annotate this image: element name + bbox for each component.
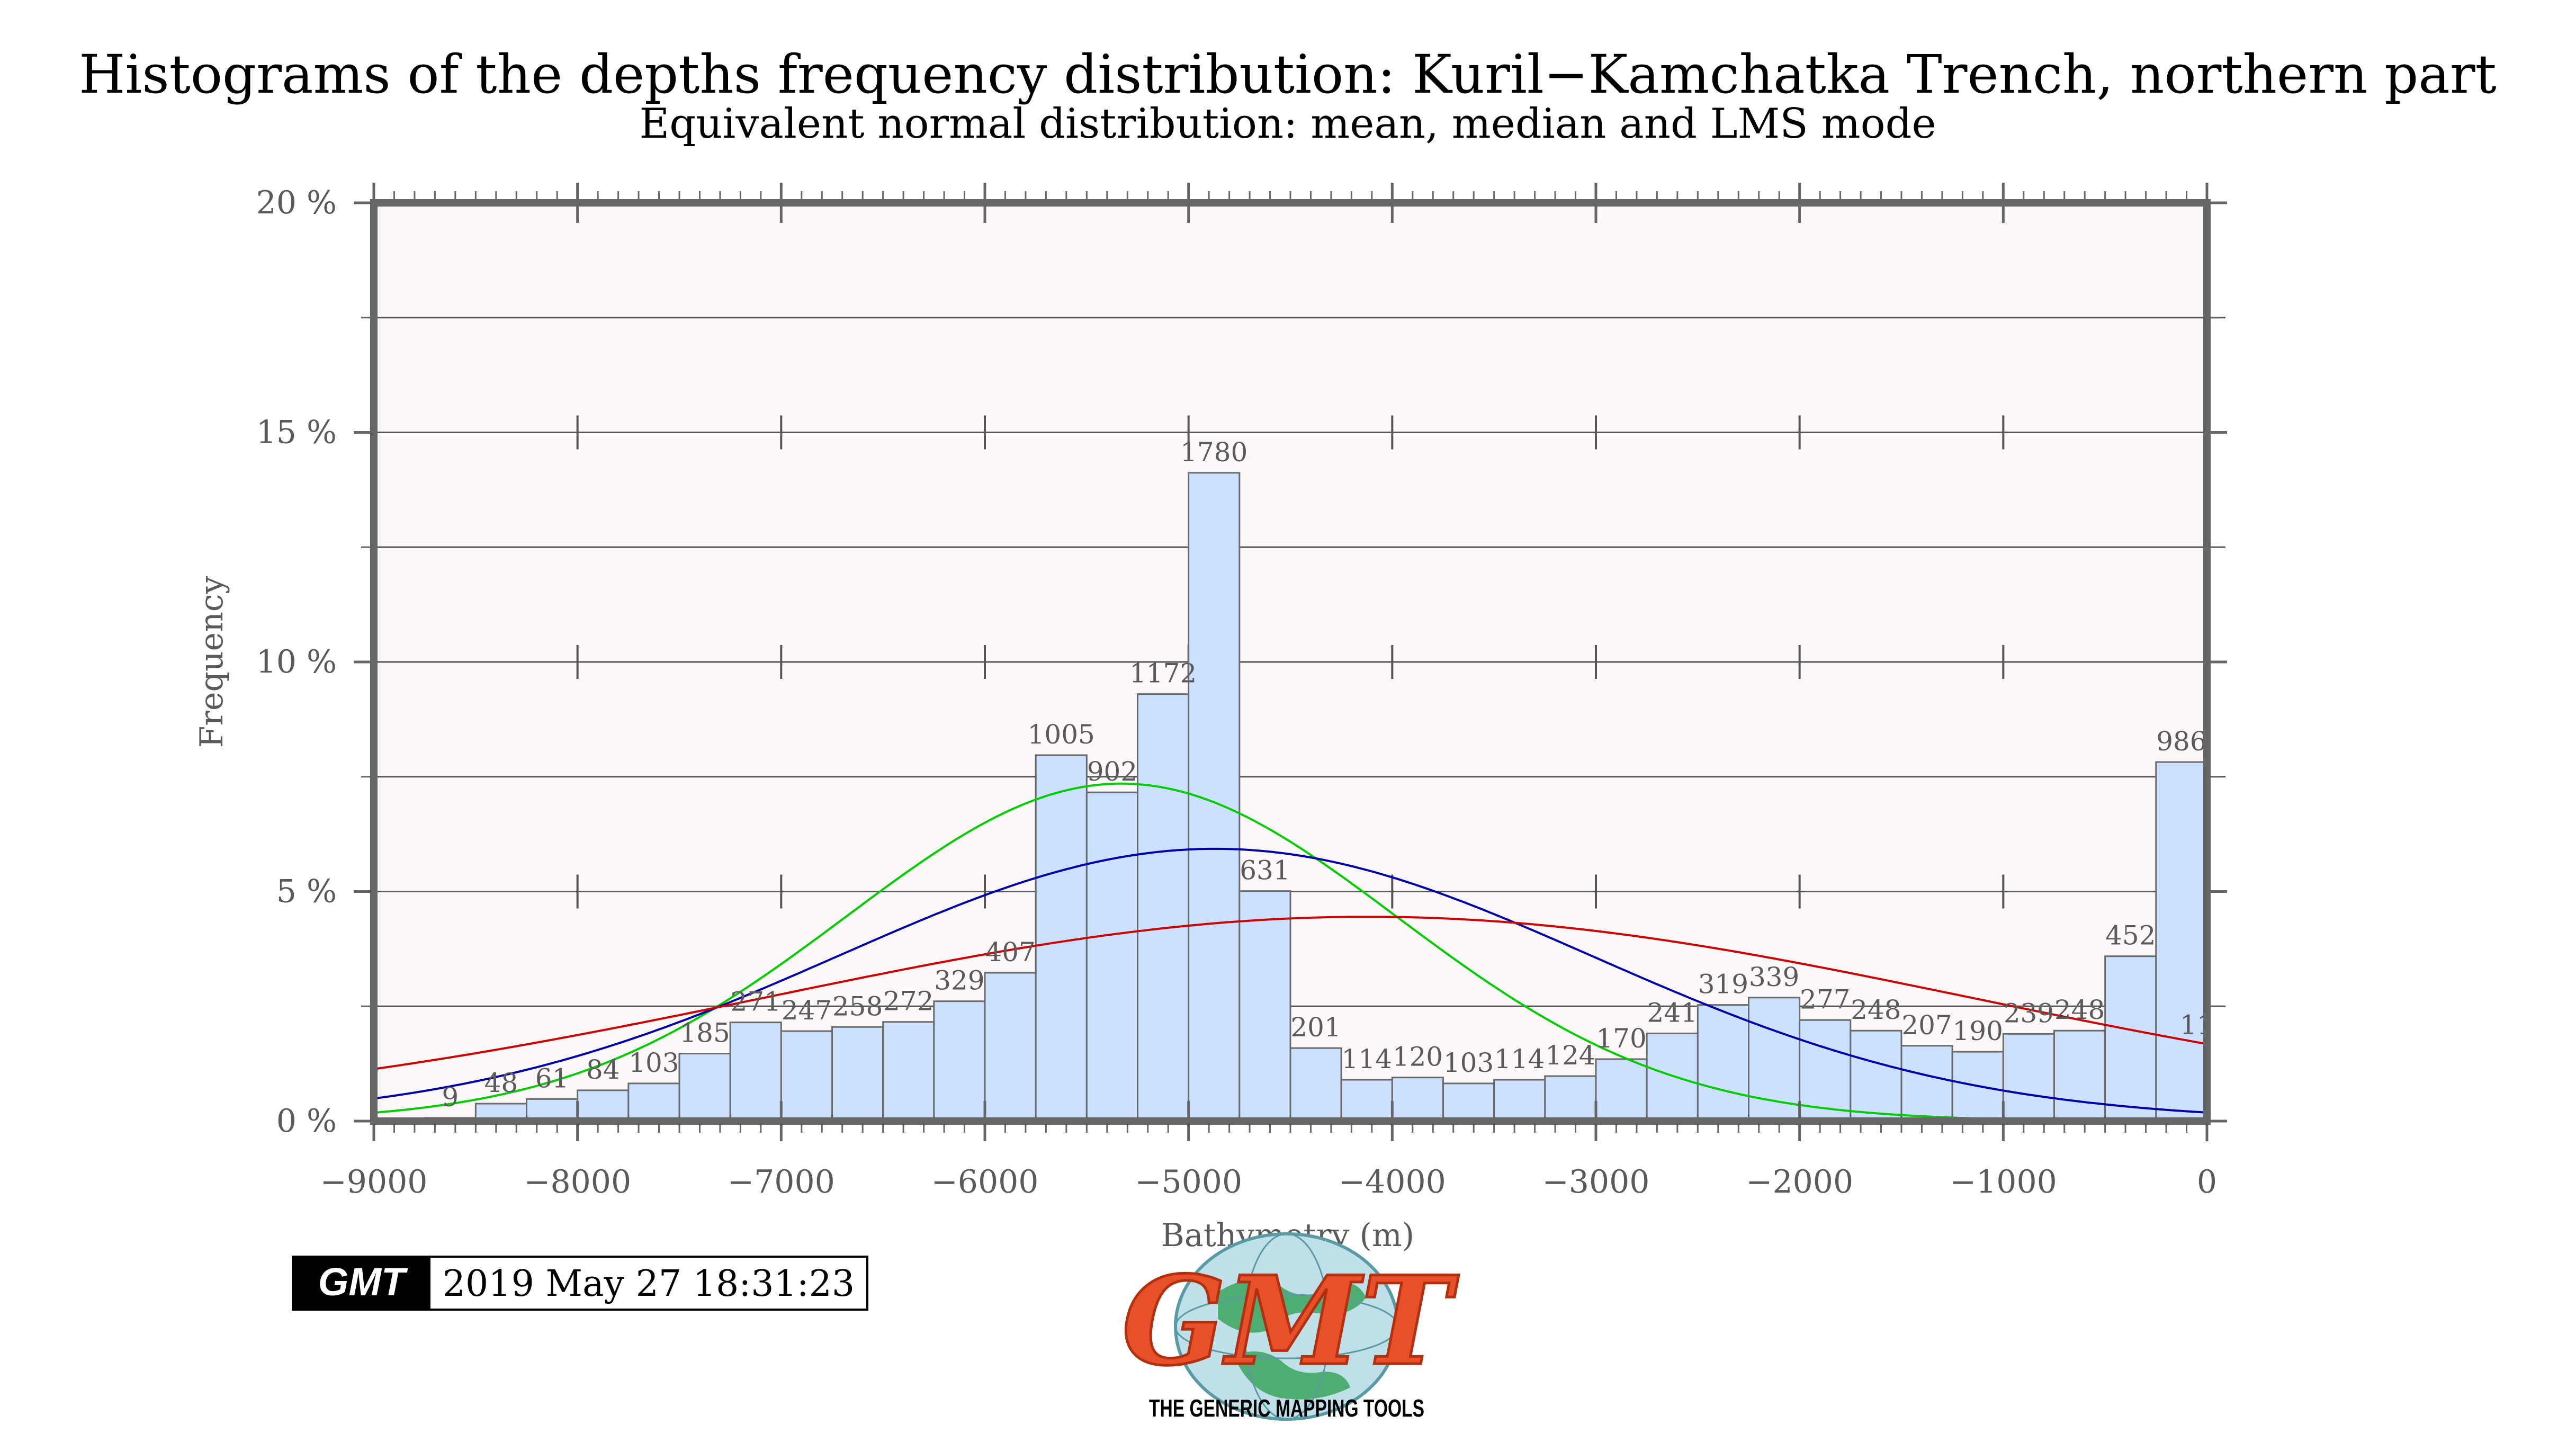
bar-count-label: 271 xyxy=(731,987,781,1017)
histogram-bar xyxy=(1493,1079,1546,1122)
logo-letters: GMT xyxy=(1122,1250,1459,1393)
bar-count-label: 277 xyxy=(1800,984,1850,1015)
bar-count-label: 201 xyxy=(1290,1012,1341,1043)
bar-count-label: 986 xyxy=(2156,726,2206,757)
bar-count-label: 329 xyxy=(934,965,984,996)
bar-count-label: 9 xyxy=(442,1082,459,1113)
histogram-bar xyxy=(1850,1029,1902,1122)
normal-curve xyxy=(373,916,2207,1070)
normal-curve xyxy=(373,782,2207,1122)
bar-count-label: 258 xyxy=(832,991,883,1022)
y-tick-label: 20 % xyxy=(256,184,337,221)
y-tick-label: 10 % xyxy=(256,643,337,680)
bar-count-label: 339 xyxy=(1749,962,1799,992)
bar-count-label: 241 xyxy=(1647,997,1698,1028)
x-tick-label: −1000 xyxy=(1950,1163,2057,1201)
x-tick-label: −8000 xyxy=(524,1163,631,1201)
histogram-bar xyxy=(1900,1045,1953,1122)
x-tick-label: −9000 xyxy=(320,1163,428,1201)
histogram-bar xyxy=(780,1030,833,1122)
x-tick-label: −7000 xyxy=(728,1163,835,1201)
histogram-bar xyxy=(627,1082,680,1122)
histogram-bar xyxy=(2155,761,2208,1122)
x-tick-label: −5000 xyxy=(1135,1163,1242,1201)
timestamp-stamp: GMT 2019 May 27 18:31:23 xyxy=(292,1256,868,1311)
bar-count-label: 248 xyxy=(2054,995,2105,1025)
x-tick-label: 0 xyxy=(2197,1163,2217,1201)
normal-curves xyxy=(373,782,2207,1122)
bar-count-label: 631 xyxy=(1240,855,1290,886)
histogram-bar xyxy=(831,1026,884,1122)
bar-count-label: 1005 xyxy=(1028,719,1095,750)
histogram-bar xyxy=(1085,791,1138,1122)
bar-count-label: 84 xyxy=(586,1054,620,1085)
bar-count-label: 452 xyxy=(2105,920,2156,951)
histogram-bar xyxy=(729,1022,782,1122)
bar-count-label: 1780 xyxy=(1180,437,1247,468)
histogram-bar xyxy=(882,1021,935,1122)
bar-count-label: 319 xyxy=(1698,969,1748,1000)
histogram-bar xyxy=(2002,1033,2055,1122)
timestamp-gmt-logo: GMT xyxy=(318,1260,408,1304)
bar-count-label: 114 xyxy=(1494,1044,1545,1074)
histogram-bar xyxy=(1340,1079,1393,1122)
x-tick-label: −2000 xyxy=(1746,1163,1853,1201)
bar-count-label: 272 xyxy=(883,986,934,1017)
histogram-bar xyxy=(1391,1077,1444,1122)
bar-count-label: 239 xyxy=(2004,998,2054,1028)
bar-count-label: 207 xyxy=(1901,1010,1952,1041)
gmt-logo: GMT THE GENERIC MAPPING TOOLS xyxy=(1120,1232,1460,1422)
y-axis-label: Frequency xyxy=(193,576,230,748)
bar-count-label: 170 xyxy=(1596,1023,1646,1054)
histogram-bar xyxy=(1442,1082,1495,1122)
histogram-bars xyxy=(424,472,2208,1122)
chart-title: Histograms of the depths frequency distr… xyxy=(79,43,2497,105)
bar-count-label: 1172 xyxy=(1129,658,1197,689)
histogram-bar xyxy=(933,1000,986,1122)
histogram-bar xyxy=(1697,1004,1749,1122)
histogram-bar xyxy=(1646,1032,1699,1122)
bar-count-label: 103 xyxy=(629,1047,679,1078)
histogram-bar xyxy=(2104,955,2157,1122)
normal-curve xyxy=(373,847,2207,1114)
x-tick-label: −3000 xyxy=(1542,1163,1650,1201)
bar-count-label: 124 xyxy=(1545,1040,1595,1071)
histogram-bar xyxy=(1595,1058,1648,1122)
bar-count-label: 247 xyxy=(782,995,832,1026)
x-tick-label: −4000 xyxy=(1339,1163,1446,1201)
histogram-bar xyxy=(1137,693,1190,1122)
chart-subtitle: Equivalent normal distribution: mean, me… xyxy=(639,100,1936,148)
y-tick-label: 5 % xyxy=(276,873,337,910)
axis-ticks: −9000 −8000 −7000 −6000 −5000 −4000 −3000 −2000… xyxy=(256,183,2227,1201)
globe-icon xyxy=(1174,1232,1399,1421)
histogram-bar xyxy=(2053,1029,2106,1122)
timestamp-text: 2019 May 27 18:31:23 xyxy=(443,1263,855,1305)
bar-count-label: 248 xyxy=(1851,995,1901,1025)
y-tick-label: 0 % xyxy=(276,1103,337,1140)
logo-caption: THE GENERIC MAPPING TOOLS xyxy=(1149,1394,1424,1422)
bar-count-label: 103 xyxy=(1443,1047,1494,1078)
bar-count-label: 407 xyxy=(985,937,1035,968)
y-tick-label: 15 % xyxy=(256,414,337,451)
histogram-bar xyxy=(1544,1075,1597,1122)
histogram-bar xyxy=(984,972,1037,1122)
histogram-bar xyxy=(1748,997,1801,1122)
bar-count-label: 120 xyxy=(1393,1042,1443,1072)
bar-count-label: 902 xyxy=(1087,756,1137,787)
bar-count-label: 185 xyxy=(679,1018,730,1049)
bar-count-label: 61 xyxy=(535,1063,569,1094)
bar-count-label: 190 xyxy=(1953,1016,2003,1046)
bar-count-label: 48 xyxy=(484,1068,518,1098)
bar-count-label: 114 xyxy=(1342,1044,1392,1074)
histogram-bar xyxy=(1238,890,1291,1122)
histogram-bar xyxy=(1289,1047,1342,1122)
histogram-bar xyxy=(577,1089,630,1122)
histogram-bar xyxy=(678,1053,731,1122)
x-tick-label: −6000 xyxy=(931,1163,1039,1201)
